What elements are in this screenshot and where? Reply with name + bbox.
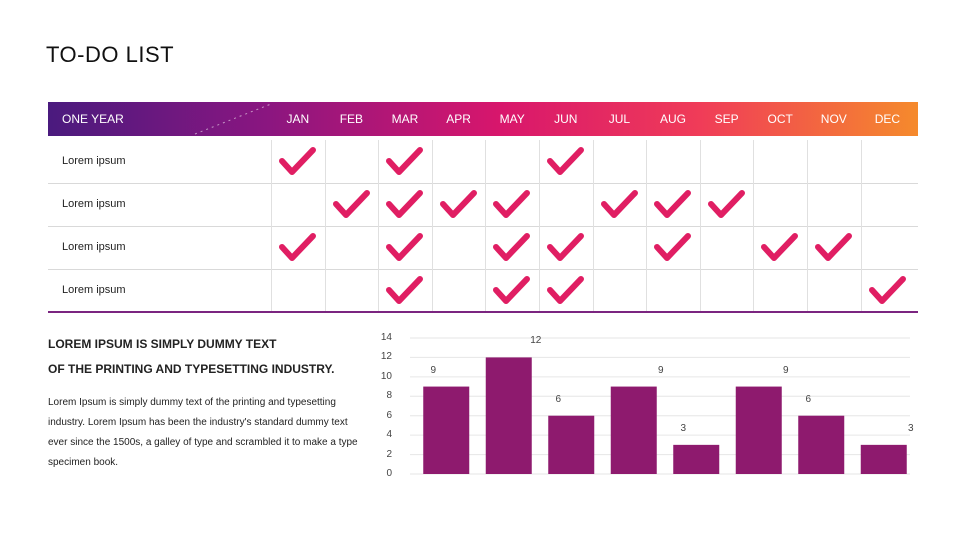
- data-label: 3: [680, 422, 687, 434]
- check-icon: [761, 233, 799, 261]
- grid-col-divider: [860, 140, 862, 311]
- bar-chart-svg: [410, 337, 910, 475]
- data-label: 12: [530, 335, 542, 347]
- check-icon: [868, 276, 906, 304]
- data-label: 9: [657, 364, 664, 376]
- data-label: 3: [907, 422, 914, 434]
- section-heading-2: OF THE PRINTING AND TYPESETTING INDUSTRY…: [48, 362, 335, 376]
- check-icon: [386, 147, 424, 175]
- grid-col-divider: [271, 140, 272, 311]
- grid-bottom-line: [48, 311, 918, 313]
- grid-col-divider: [324, 140, 326, 311]
- month-may: MAY: [499, 112, 525, 126]
- todo-grid: Lorem ipsum Lorem ipsum Lorem ipsum Lorem i…: [48, 140, 918, 313]
- data-label: 9: [430, 364, 437, 376]
- grid-col-divider: [539, 140, 540, 311]
- y-tick-label: 8: [386, 390, 392, 402]
- grid-col-divider: [753, 140, 755, 311]
- y-tick-label: 6: [386, 409, 392, 421]
- row-label: Lorem ipsum: [62, 198, 126, 210]
- month-oct: OCT: [767, 112, 793, 126]
- section-heading-1: LOREM IPSUM IS SIMPLY DUMMY TEXT: [48, 337, 277, 351]
- grid-row-divider: [48, 226, 918, 227]
- check-icon: [654, 233, 692, 261]
- check-icon: [279, 147, 316, 175]
- month-header: ONE YEAR JAN FEB MAR APR MAY JUN JUL AUG SEP OCT N…: [48, 102, 918, 136]
- check-icon: [547, 233, 584, 261]
- bar: [423, 386, 470, 474]
- month-feb: FEB: [339, 112, 364, 126]
- bar: [548, 415, 595, 474]
- y-tick-label: 12: [380, 351, 392, 363]
- grid-row-divider: [48, 183, 918, 184]
- check-icon: [279, 233, 316, 261]
- check-icon: [386, 276, 424, 304]
- month-jul: JUL: [608, 112, 631, 126]
- check-icon: [439, 190, 477, 218]
- data-label: 6: [555, 393, 562, 405]
- grid-col-divider: [592, 140, 594, 311]
- check-icon: [547, 276, 584, 304]
- corner-label: ONE YEAR: [62, 112, 124, 126]
- check-icon: [547, 147, 584, 175]
- check-icon: [600, 190, 638, 218]
- grid-col-divider: [431, 140, 433, 311]
- grid-row-divider: [48, 269, 918, 270]
- bar: [735, 386, 782, 474]
- bar-chart: 0 2 4 6 8 10 12 14 9 12 6 9 3 9 6 3: [360, 330, 920, 490]
- grid-col-divider: [378, 140, 380, 311]
- month-jun: JUN: [554, 112, 578, 126]
- bar: [673, 444, 720, 474]
- check-icon: [493, 276, 531, 304]
- grid-col-divider: [807, 140, 808, 311]
- month-dec: DEC: [874, 112, 901, 126]
- grid-col-divider: [699, 140, 701, 311]
- check-icon: [386, 233, 424, 261]
- check-icon: [815, 233, 852, 261]
- page-title: TO-DO LIST: [46, 42, 175, 67]
- grid-col-divider: [485, 140, 487, 311]
- y-tick-label: 0: [386, 468, 392, 479]
- data-label: 9: [782, 364, 789, 376]
- description-paragraph: Lorem Ipsum is simply dummy text of the …: [48, 397, 358, 468]
- data-label: 6: [805, 393, 812, 405]
- month-apr: APR: [446, 112, 471, 126]
- y-tick-label: 4: [386, 429, 392, 441]
- month-aug: AUG: [659, 112, 686, 126]
- decorative-dots: [194, 103, 272, 135]
- check-icon: [707, 190, 745, 218]
- check-icon: [654, 190, 692, 218]
- grid-col-divider: [646, 140, 648, 311]
- month-jan: JAN: [286, 112, 310, 126]
- month-sep: SEP: [714, 112, 739, 126]
- row-label: Lorem ipsum: [62, 241, 126, 253]
- bar: [798, 415, 845, 474]
- y-tick-label: 10: [380, 370, 392, 382]
- month-nov: NOV: [820, 112, 847, 126]
- bar: [860, 444, 907, 474]
- bar: [485, 357, 532, 474]
- y-tick-label: 14: [380, 332, 392, 343]
- month-mar: MAR: [391, 112, 419, 126]
- row-label: Lorem ipsum: [62, 284, 126, 296]
- bar: [610, 386, 657, 474]
- check-icon: [493, 190, 531, 218]
- check-icon: [386, 190, 424, 218]
- row-label: Lorem ipsum: [62, 155, 126, 167]
- check-icon: [332, 190, 370, 218]
- check-icon: [493, 233, 531, 261]
- y-tick-label: 2: [386, 448, 392, 460]
